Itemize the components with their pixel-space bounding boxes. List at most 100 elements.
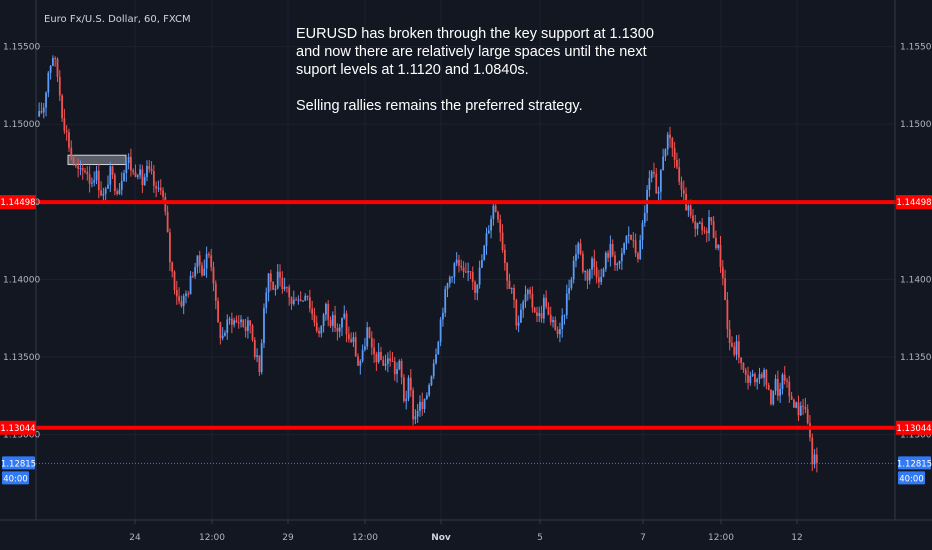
candle-body [657, 191, 660, 194]
candle-body [233, 320, 236, 325]
candle-body [274, 288, 277, 290]
candle-body [604, 252, 607, 270]
candle-body [224, 332, 226, 336]
candle-body [788, 381, 791, 397]
candle-body [125, 162, 128, 174]
candle-body [134, 172, 137, 177]
y-tick-label-left: 1.14000 [3, 275, 40, 285]
candle-body [240, 319, 242, 323]
y-tick-label-right: 1.15500 [900, 43, 932, 53]
candle-body [593, 258, 596, 268]
candle-body [132, 170, 135, 173]
candle-body [664, 149, 667, 157]
candle-body [522, 301, 525, 310]
candle-body [432, 363, 435, 377]
candle-body [641, 222, 644, 241]
candle-body [616, 263, 619, 266]
candle-body [772, 390, 775, 405]
candle-body [299, 299, 302, 302]
consolidation-box [67, 154, 127, 166]
candle-body [710, 217, 713, 222]
candle-body [166, 211, 169, 233]
candle-body [97, 170, 100, 191]
candle-body [669, 134, 671, 139]
candle-body [779, 388, 782, 396]
candle-body [375, 353, 378, 363]
candle-body [437, 341, 440, 355]
candle-body [795, 402, 798, 408]
candle-body [799, 405, 802, 416]
candle-body [458, 259, 460, 266]
candle-body [111, 166, 114, 175]
candle-body [561, 315, 564, 330]
candle-body [428, 385, 431, 396]
candle-body [210, 255, 213, 268]
candle-body [547, 306, 550, 315]
candle-body [127, 156, 130, 163]
candle-body [559, 329, 561, 335]
candle-body [359, 360, 362, 366]
candle-body [476, 284, 479, 293]
candle-body [58, 76, 61, 96]
candle-body [767, 384, 770, 390]
candle-body [368, 327, 371, 338]
x-tick-label: 12:00 [708, 533, 734, 543]
candle-body [448, 277, 451, 284]
candle-body [295, 299, 297, 301]
candle-body [813, 454, 816, 465]
candle-body [141, 169, 144, 186]
candle-body [497, 211, 499, 220]
candle-body [251, 325, 254, 340]
countdown-badge-label: 40:00 [3, 474, 28, 484]
candle-body [728, 329, 731, 343]
candle-body [630, 234, 632, 240]
candle-body [490, 219, 492, 231]
x-tick-label: Nov [431, 533, 451, 543]
candle-body [531, 293, 534, 308]
x-tick-label: 29 [282, 533, 294, 543]
candle-body [331, 315, 334, 326]
candle-body [659, 170, 662, 192]
candle-body [540, 313, 543, 319]
candle-body [467, 271, 470, 273]
candle-body [703, 230, 706, 232]
candle-body [164, 196, 167, 212]
candle-body [754, 374, 756, 383]
candle-body [705, 231, 708, 234]
candle-body [86, 172, 89, 175]
candle-body [506, 262, 509, 281]
candle-body [435, 354, 437, 364]
candle-body [391, 360, 394, 362]
candle-body [676, 159, 678, 168]
candle-body [444, 289, 447, 313]
candle-body [430, 376, 433, 386]
candle-body [715, 237, 717, 249]
candle-body [623, 243, 626, 254]
candle-body [203, 268, 206, 276]
candle-body [474, 281, 476, 293]
candle-body [56, 59, 59, 77]
candle-body [185, 293, 187, 297]
candle-body [464, 271, 467, 273]
candle-body [400, 360, 403, 378]
candle-body [162, 190, 164, 197]
candle-body [373, 347, 375, 354]
candle-body [627, 234, 630, 236]
y-tick-label-right: 1.14000 [900, 275, 932, 285]
candle-body [584, 271, 587, 273]
candle-body [336, 327, 339, 332]
candle-body [513, 288, 515, 300]
candle-body [377, 351, 380, 363]
candle-body [136, 175, 139, 177]
countdown-badge [2, 471, 29, 485]
candle-body [595, 267, 598, 278]
candle-body [389, 358, 392, 361]
candle-body [347, 334, 350, 340]
candle-body [42, 107, 45, 113]
candle-body [774, 378, 777, 391]
candle-body [793, 399, 795, 408]
candle-body [242, 319, 245, 327]
candle-body [776, 378, 779, 396]
